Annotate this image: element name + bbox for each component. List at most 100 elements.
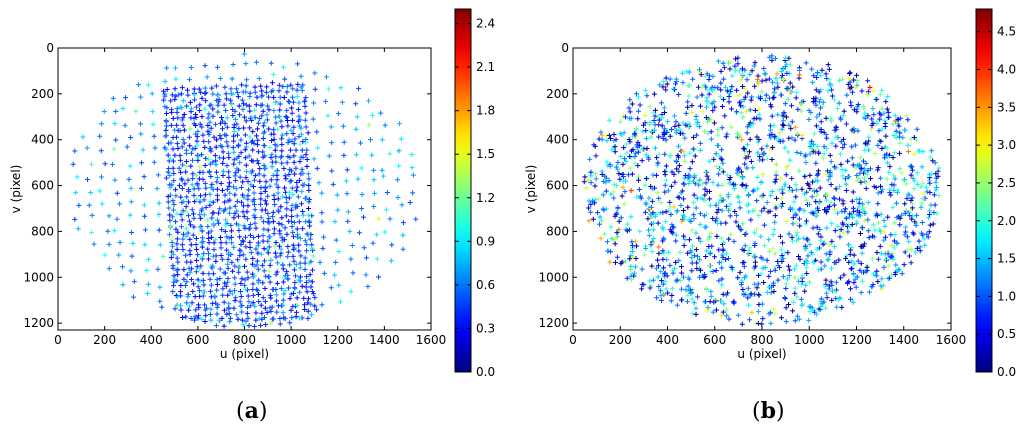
data-point	[285, 98, 291, 104]
data-point	[180, 122, 186, 128]
data-point	[173, 93, 179, 99]
data-point	[252, 84, 258, 90]
data-point	[674, 277, 680, 283]
data-point	[214, 287, 220, 293]
data-point	[646, 156, 652, 162]
data-point	[823, 197, 829, 203]
data-point	[812, 208, 818, 214]
data-point	[287, 179, 293, 185]
data-point	[240, 203, 246, 209]
data-point	[247, 93, 253, 99]
data-point	[185, 187, 191, 193]
data-point	[662, 189, 668, 195]
data-point	[174, 141, 180, 147]
data-point	[224, 186, 230, 192]
data-point	[273, 250, 279, 256]
data-point	[275, 260, 281, 266]
data-point	[672, 266, 678, 272]
data-point	[642, 182, 648, 188]
y-tick-label: 600	[31, 179, 54, 193]
data-point	[261, 226, 267, 232]
data-point	[608, 135, 614, 141]
data-point	[645, 216, 651, 222]
data-point	[268, 155, 274, 161]
data-point	[196, 305, 202, 311]
data-point	[758, 234, 764, 240]
data-point	[272, 202, 278, 208]
data-point	[849, 198, 855, 204]
data-point	[151, 133, 157, 139]
colorbar-tick-label: 2.5	[997, 176, 1016, 190]
data-point	[288, 82, 294, 88]
data-point	[179, 217, 185, 223]
data-point	[207, 276, 213, 282]
data-point	[612, 241, 618, 247]
data-point	[199, 124, 205, 130]
data-point	[836, 196, 842, 202]
data-point	[793, 220, 799, 226]
data-point	[831, 202, 837, 208]
data-point	[209, 234, 215, 240]
data-point	[810, 79, 816, 85]
data-point	[365, 284, 371, 290]
data-point	[921, 236, 927, 242]
data-point	[885, 109, 891, 115]
data-point	[671, 225, 677, 231]
data-point	[738, 103, 744, 109]
data-point	[292, 136, 298, 142]
data-point	[824, 208, 830, 214]
data-point	[902, 210, 908, 216]
data-point	[157, 284, 163, 290]
data-point	[693, 230, 699, 236]
data-point	[301, 295, 307, 301]
data-point	[632, 161, 638, 167]
data-point	[194, 138, 200, 144]
data-point	[619, 171, 625, 177]
data-point	[238, 242, 244, 248]
data-point	[920, 149, 926, 155]
data-point	[284, 131, 290, 137]
data-point	[786, 188, 792, 194]
colorbar-tick-label: 4.0	[997, 63, 1016, 77]
data-point	[242, 277, 248, 283]
data-point	[618, 215, 624, 221]
data-point	[185, 92, 191, 98]
data-point	[747, 107, 753, 113]
data-point	[680, 196, 686, 202]
data-point	[277, 107, 283, 113]
data-point	[629, 148, 635, 154]
data-point	[260, 238, 266, 244]
data-point	[805, 181, 811, 187]
data-point	[798, 108, 804, 114]
data-point	[165, 152, 171, 158]
data-point	[793, 95, 799, 101]
data-point	[775, 84, 781, 90]
data-point	[218, 245, 224, 251]
data-point	[256, 316, 262, 322]
data-point	[287, 99, 293, 105]
data-point	[302, 98, 308, 104]
data-point	[282, 288, 288, 294]
data-point	[824, 135, 830, 141]
chart-panel-a: 0 200 400 600 800 1000 1200 1400 160002004006008…	[9, 8, 495, 379]
data-point	[735, 55, 741, 61]
data-point	[283, 176, 289, 182]
data-point	[682, 158, 688, 164]
data-point	[735, 194, 741, 200]
data-point	[817, 227, 823, 233]
data-point	[808, 109, 814, 115]
data-point	[211, 247, 217, 253]
data-point	[237, 288, 243, 294]
data-point	[407, 199, 413, 205]
data-point	[304, 248, 310, 254]
data-point	[826, 283, 832, 289]
data-point	[191, 92, 197, 98]
data-point	[656, 151, 662, 157]
x-tick-label: 1400	[369, 333, 400, 347]
data-point	[799, 301, 805, 307]
data-point	[682, 236, 688, 242]
data-point	[680, 274, 686, 280]
data-point	[816, 200, 822, 206]
data-point	[689, 227, 695, 233]
data-point	[695, 253, 701, 259]
